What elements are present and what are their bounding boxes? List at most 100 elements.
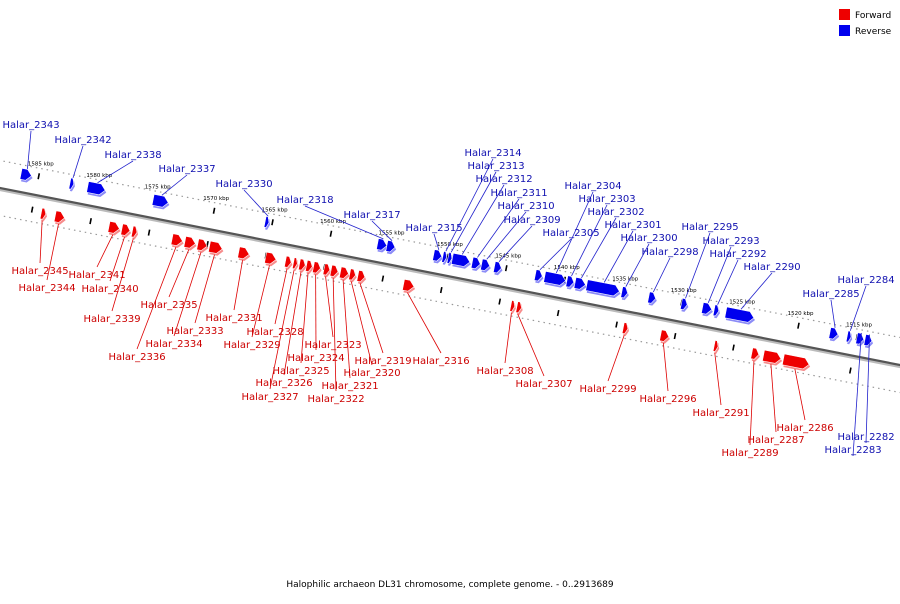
gene-label: Halar_2301	[604, 220, 661, 231]
gene-label: Halar_2290	[743, 262, 800, 273]
gene-label: Halar_2282	[837, 432, 894, 443]
legend-reverse-label: Reverse	[855, 27, 892, 37]
label-leader-line	[73, 146, 83, 178]
gene-arrow-Halar_2299	[622, 322, 631, 336]
gene-arrow-Halar_2300	[620, 287, 630, 301]
gene-label: Halar_2312	[475, 174, 532, 185]
gene-arrow-Halar_2298	[647, 292, 658, 306]
gene-label: Halar_2337	[158, 164, 215, 175]
kbp-tick-mark	[148, 230, 149, 236]
label-leader-line	[718, 260, 738, 305]
kbp-tick-label: 1570 kbp	[203, 196, 229, 202]
gene-label: Halar_2302	[587, 207, 644, 218]
gene-label: Halar_2313	[467, 161, 524, 172]
kbp-tick-label: 1585 kbp	[28, 161, 54, 167]
kbp-tick-mark	[441, 287, 442, 293]
gene-arrow-Halar_2337	[152, 194, 171, 210]
gene-label: Halar_2320	[343, 368, 400, 379]
gene-label: Halar_2292	[709, 249, 766, 260]
label-leader-line	[174, 252, 201, 336]
legend-forward-swatch	[839, 9, 850, 20]
label-leader-line	[234, 260, 243, 310]
gene-arrow-Halar_2296	[659, 330, 671, 345]
gene-arrow-Halar_2345	[40, 208, 49, 222]
kbp-tick-label: 1530 kbp	[671, 288, 697, 294]
label-leader-line	[663, 343, 668, 391]
gene-label: Halar_2291	[692, 408, 749, 419]
gene-label: Halar_2341	[68, 270, 125, 281]
gene-label: Halar_2345	[11, 266, 68, 277]
gene-label: Halar_2327	[241, 392, 298, 403]
gene-arrow-Halar_2322	[330, 265, 341, 279]
kbp-tick-mark	[850, 368, 851, 374]
kbp-tick-label: 1515 kbp	[846, 322, 872, 328]
gene-label: Halar_2319	[354, 356, 411, 367]
gene-arrow-Halar_2316	[402, 279, 416, 294]
kbp-tick-mark	[272, 219, 273, 225]
kbp-tick-label: 1545 kbp	[495, 253, 521, 259]
kbp-tick-mark	[674, 333, 675, 339]
label-leader-line	[505, 313, 511, 363]
gene-arrow-Halar_2341	[107, 221, 121, 236]
label-leader-line	[608, 335, 624, 381]
kbp-tick-mark	[382, 276, 383, 282]
gene-arrow-Halar_2319	[356, 270, 367, 284]
gene-label: Halar_2295	[681, 222, 738, 233]
label-leader-line	[446, 159, 493, 251]
gene-arrow-Halar_2324	[312, 262, 323, 276]
gene-label: Halar_2336	[108, 352, 165, 363]
gene-arrow-Halar_2289	[750, 348, 761, 362]
kbp-tick-mark	[213, 208, 214, 214]
gene-arrow-Halar_2342	[68, 178, 76, 192]
label-leader-line	[771, 364, 776, 432]
gene-label: Halar_2331	[205, 313, 262, 324]
gene-arrow-Halar_2285	[828, 327, 840, 342]
gene-label: Halar_2299	[579, 384, 636, 395]
gene-label: Halar_2342	[54, 135, 111, 146]
gene-label: Halar_2326	[255, 378, 312, 389]
label-leader-line	[831, 300, 835, 328]
gene-label: Halar_2314	[464, 148, 521, 159]
gene-arrow-Halar_2305	[534, 270, 545, 284]
gene-label: Halar_2317	[343, 210, 400, 221]
gene-label: Halar_2285	[802, 289, 859, 300]
gene-label: Halar_2323	[304, 340, 361, 351]
label-leader-line	[360, 283, 383, 353]
gene-label: Halar_2311	[490, 188, 547, 199]
gene-label: Halar_2283	[824, 445, 881, 456]
gene-label: Halar_2289	[721, 448, 778, 459]
gene-label: Halar_2344	[18, 283, 75, 294]
gene-arrow-Halar_2292	[713, 305, 722, 319]
gene-arrow-Halar_2317	[385, 240, 397, 255]
gene-label: Halar_2321	[321, 381, 378, 392]
gene-label: Halar_2338	[104, 150, 161, 161]
gene-label: Halar_2287	[747, 435, 804, 446]
gene-label: Halar_2310	[497, 201, 554, 212]
gene-label: Halar_2307	[515, 379, 572, 390]
gene-arrow-Halar_2304	[543, 271, 568, 288]
label-leader-line	[333, 278, 336, 391]
label-leader-line	[244, 190, 268, 216]
kbp-tick-mark	[616, 322, 617, 328]
gene-label: Halar_2316	[412, 356, 469, 367]
gene-arrow-Halar_2291	[713, 340, 721, 354]
kbp-tick-mark	[90, 218, 91, 224]
gene-label: Halar_2325	[272, 366, 329, 377]
gene-label: Halar_2339	[83, 314, 140, 325]
legend: Forward Reverse	[839, 9, 892, 37]
kbp-tick-mark	[38, 173, 39, 179]
legend-reverse-swatch	[839, 25, 850, 36]
kbp-tick-label: 1535 kbp	[612, 276, 638, 282]
gene-label: Halar_2296	[639, 394, 696, 405]
gene-arrow-Halar_2310	[480, 259, 492, 274]
gene-arrow-Halar_2287	[762, 350, 784, 366]
kbp-tick-mark	[32, 207, 33, 213]
gene-arrow-Halar_2312	[451, 253, 473, 269]
gene-arrow-Halar_2329	[264, 252, 278, 267]
label-leader-line	[795, 369, 805, 420]
kbp-tick-mark	[798, 323, 799, 329]
gene-arrow-Halar_2286	[782, 354, 812, 372]
genome-axis	[0, 183, 900, 369]
legend-forward-label: Forward	[855, 11, 891, 21]
